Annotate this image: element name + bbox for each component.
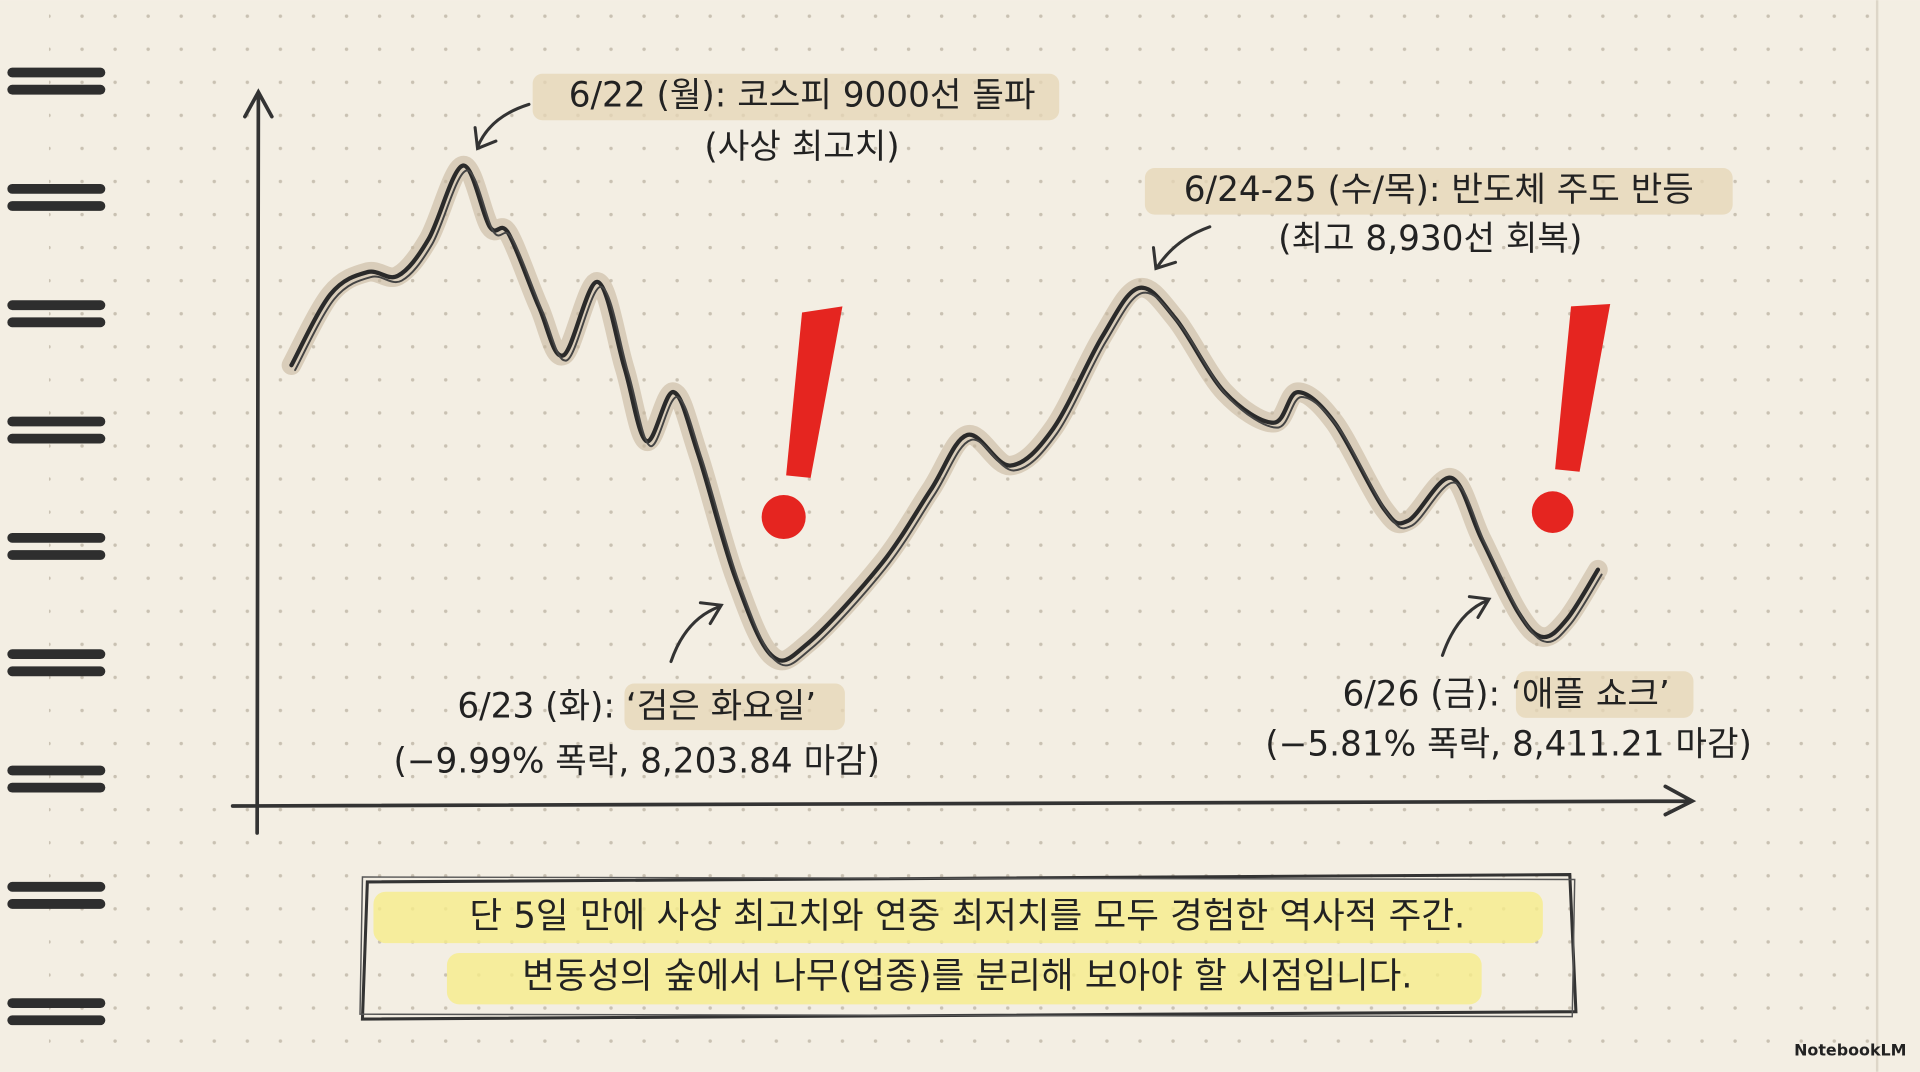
caption-line: 단 5일 만에 사상 최고치와 연중 최저치를 모두 경험한 역사적 주간.	[469, 895, 1465, 936]
y-axis	[243, 88, 274, 835]
ring	[7, 666, 106, 677]
ring	[7, 550, 106, 560]
arrows	[473, 102, 1492, 664]
price-line-sketch	[294, 169, 1603, 667]
annotation-detail: (−5.81% 폭락, 8,411.21 마감)	[1265, 725, 1752, 765]
watermark: NotebookLM	[1794, 1040, 1906, 1059]
ring	[7, 782, 106, 793]
annotation-title: 6/26 (금): ‘애플 쇼크’	[1342, 674, 1669, 714]
exclamation	[761, 306, 843, 540]
ring	[7, 201, 106, 211]
ring	[7, 899, 106, 909]
price-line	[289, 163, 1601, 663]
annotation-title: 6/22 (월): 코스피 9000선 돌파	[569, 76, 1036, 116]
ring	[7, 84, 106, 95]
spiral-rings	[7, 67, 106, 1026]
ring	[7, 416, 106, 427]
ring	[7, 317, 106, 328]
annotation-detail: (−9.99% 폭락, 8,203.84 마감)	[393, 742, 880, 782]
ring	[7, 998, 106, 1009]
ring	[7, 433, 106, 444]
annotation-detail: (사상 최고치)	[704, 127, 899, 167]
annotation-detail: (최고 8,930선 회복)	[1278, 219, 1582, 259]
annotation-title: 6/23 (화): ‘검은 화요일’	[457, 687, 816, 727]
ring	[7, 532, 106, 543]
x-axis	[230, 784, 1697, 817]
ring	[7, 67, 106, 78]
ring	[7, 300, 106, 311]
caption-box	[359, 873, 1578, 1021]
ring	[7, 765, 106, 776]
ring	[7, 649, 106, 660]
ring	[7, 1015, 106, 1026]
caption-line: 변동성의 숲에서 나무(업종)를 분리해 보아야 할 시점입니다.	[522, 955, 1413, 996]
highlights	[532, 73, 1733, 731]
ring	[7, 881, 106, 892]
annotation-title: 6/24-25 (수/목): 반도체 주도 반등	[1184, 170, 1694, 210]
ring	[7, 183, 106, 194]
exclamation	[1531, 303, 1611, 533]
